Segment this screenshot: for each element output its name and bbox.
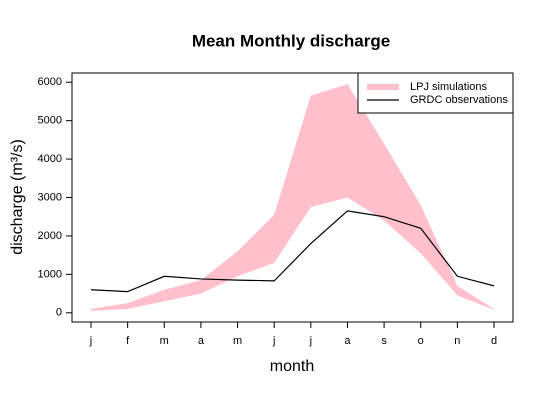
x-tick-label: j (272, 335, 275, 347)
x-tick-label: j (309, 335, 312, 347)
legend-box (357, 72, 514, 114)
band-area (91, 84, 494, 311)
x-tick-label: a (344, 335, 351, 347)
x-tick-label: j (89, 335, 92, 347)
legend-label: LPJ simulations (410, 81, 488, 93)
x-tick-label: n (454, 335, 460, 347)
y-tick-label: 4000 (38, 153, 62, 165)
series-line (90, 210, 495, 293)
y-tick-label: 1000 (38, 268, 62, 280)
x-tick-label: s (381, 335, 387, 347)
y-axis-label: discharge (m³/s) (9, 139, 26, 255)
y-tick-label: 0 (56, 307, 62, 319)
x-tick-label: m (233, 335, 242, 347)
x-tick-label: f (126, 335, 130, 347)
x-tick-label: o (418, 335, 424, 347)
x-tick-label: d (491, 335, 497, 347)
y-tick-label: 6000 (38, 76, 62, 88)
y-tick-label: 3000 (38, 191, 62, 203)
legend-label: GRDC observations (410, 94, 508, 106)
y-tick-label: 5000 (38, 115, 62, 127)
chart-title: Mean Monthly discharge (192, 31, 390, 50)
x-tick-label: m (160, 335, 169, 347)
x-axis-label: month (270, 358, 314, 375)
plot-frame (71, 72, 514, 323)
x-tick-label: a (198, 335, 205, 347)
y-tick-label: 2000 (38, 230, 62, 242)
